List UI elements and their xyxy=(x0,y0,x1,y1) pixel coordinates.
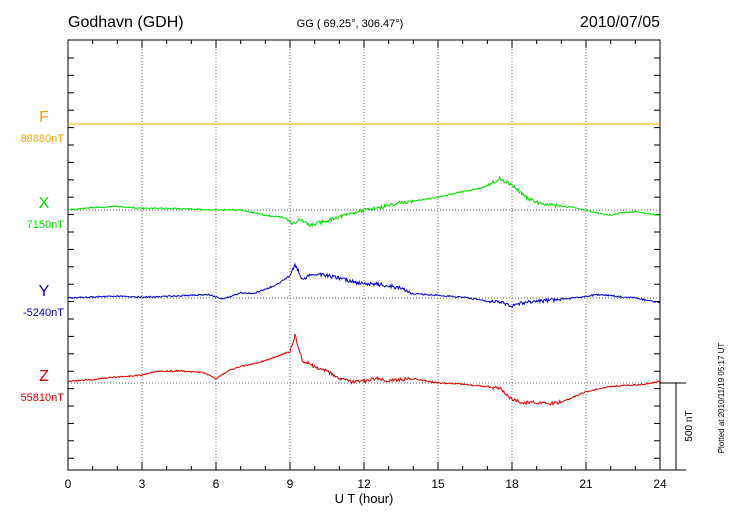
scale-bar-label: 500 nT xyxy=(684,410,695,441)
series-lines xyxy=(67,123,661,407)
series-X-baseline: 7150nT xyxy=(27,219,65,231)
x-tick-labels: 0 3 6 9 12 15 18 21 24 xyxy=(65,477,667,491)
station-title: Godhavn (GDH) xyxy=(68,14,184,31)
x-tick-label-6: 6 xyxy=(213,477,220,491)
plotted-timestamp: Plotted at 2010/11/19 05:17 UT xyxy=(717,343,726,454)
scale-bar: 500 nT xyxy=(660,382,695,471)
station-coords: GG ( 69.25°, 306.47°) xyxy=(297,18,404,30)
series-Y-name: Y xyxy=(39,283,50,300)
plot-frame xyxy=(67,39,661,471)
series-Y-baseline: -5240nT xyxy=(23,307,64,319)
x-tick-label-0: 0 xyxy=(65,477,72,491)
x-tick-label-24: 24 xyxy=(653,477,667,491)
x-tick-label-21: 21 xyxy=(579,477,593,491)
series-Y-line xyxy=(67,262,661,308)
series-Z-name: Z xyxy=(39,368,49,385)
x-tick-label-15: 15 xyxy=(431,477,445,491)
series-X-line xyxy=(67,175,660,228)
x-tick-label-9: 9 xyxy=(287,477,294,491)
series-F-baseline: 88880nT xyxy=(21,133,65,145)
series-Z-baseline: 55810nT xyxy=(21,392,65,404)
grid-lines xyxy=(141,40,587,470)
series-Z-line xyxy=(67,333,661,407)
date-label: 2010/07/05 xyxy=(580,14,660,31)
series-labels: F 88880nT X 7150nT Y -5240nT Z 55810nT xyxy=(21,109,65,404)
series-F-name: F xyxy=(39,109,49,126)
series-X-name: X xyxy=(39,195,50,212)
x-tick-label-3: 3 xyxy=(139,477,146,491)
axis-ticks xyxy=(67,40,661,470)
x-axis-label: U T (hour) xyxy=(335,491,394,506)
x-tick-label-12: 12 xyxy=(357,477,371,491)
x-tick-label-18: 18 xyxy=(505,477,519,491)
